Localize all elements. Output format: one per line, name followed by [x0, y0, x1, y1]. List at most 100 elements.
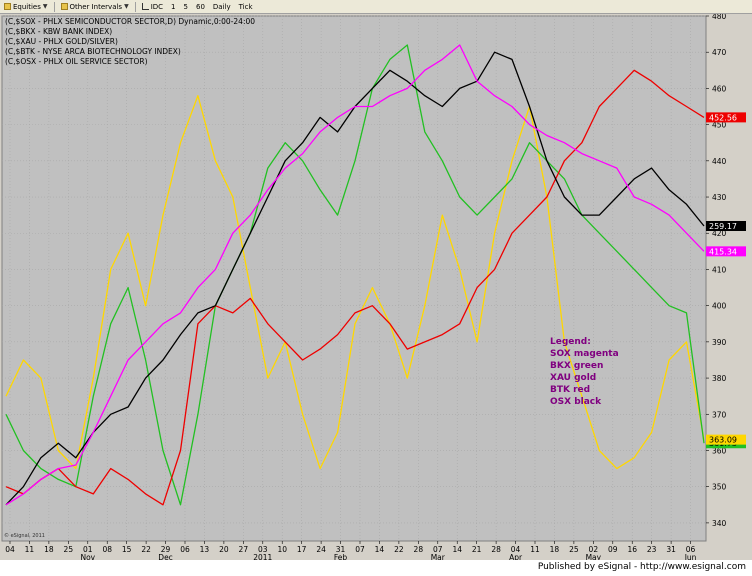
x-tick-label: 27: [239, 545, 249, 554]
x-tick-label: 17: [297, 545, 307, 554]
x-tick-label: 06: [180, 545, 190, 554]
legend-item-xau: XAU gold: [550, 373, 596, 383]
y-tick-label: 430: [712, 193, 727, 202]
x-tick-label: 31: [336, 545, 346, 554]
chart-header: (C,$SOX - PHLX SEMICONDUCTOR SECTOR,D) D…: [5, 17, 255, 66]
y-tick-label: 450: [712, 121, 727, 130]
x-month-label: Jun: [684, 553, 697, 560]
x-month-label: Dec: [158, 553, 173, 560]
x-tick-label: 25: [64, 545, 74, 554]
x-tick-label: 09: [608, 545, 618, 554]
toolbar-equities[interactable]: Equities ▼: [2, 1, 50, 13]
last-value-label-sox: 415.34: [709, 247, 737, 256]
x-tick-label: 29: [161, 545, 171, 554]
x-tick-label: 14: [375, 545, 385, 554]
plot-area[interactable]: [1, 15, 707, 542]
chart-icon: [141, 3, 149, 10]
x-tick-label: 24: [316, 545, 326, 554]
x-tick-label: 23: [647, 545, 657, 554]
x-month-label: Apr: [509, 553, 523, 560]
last-value-badge-sox: [706, 246, 746, 257]
x-month-label: 2011: [253, 553, 272, 560]
legend-item-osx: OSX black: [550, 397, 602, 407]
legend: Legend: SOX magenta BKX green XAU gold B…: [550, 337, 619, 407]
toolbar: Equities ▼ Other Intervals ▼ IDC 1 5 60 Da…: [0, 0, 752, 14]
x-axis: 04 11 18 25 01 08 15 22 29 06 13 20 27 03 10 17 24 31 07 14…: [5, 541, 697, 560]
x-tick-label: 21: [472, 545, 482, 554]
x-tick-label: 22: [141, 545, 151, 554]
legend-title: Legend:: [550, 337, 591, 347]
last-value-label-osx: 259.17: [709, 222, 737, 231]
last-value-label-btk: 452.56: [709, 113, 737, 122]
legend-item-sox: SOX magenta: [550, 349, 619, 359]
x-tick-label: 06: [686, 545, 696, 554]
toolbar-interval-tick[interactable]: Tick: [238, 2, 253, 11]
x-tick-label: 20: [219, 545, 229, 554]
toolbar-idc[interactable]: IDC: [140, 1, 165, 13]
footer: Published by eSignal - http://www.esigna…: [0, 560, 752, 576]
y-tick-label: 420: [712, 229, 727, 238]
x-tick-label: 10: [277, 545, 287, 554]
x-tick-label: 02: [589, 545, 599, 554]
toolbar-divider: [53, 1, 55, 12]
y-axis: 340 350 360 370 380 390 400 410 420 430 440 450 460 4…: [706, 14, 746, 528]
x-tick-label: 22: [394, 545, 404, 554]
y-tick-label: 470: [712, 48, 727, 57]
x-tick-label: 07: [355, 545, 365, 554]
x-tick-label: 28: [491, 545, 501, 554]
x-month-label: May: [586, 553, 602, 560]
y-tick-label: 350: [712, 483, 727, 492]
y-tick-label: 400: [712, 302, 727, 311]
series-line-sox: [5, 44, 705, 506]
header-line-sox: (C,$SOX - PHLX SEMICONDUCTOR SECTOR,D) D…: [5, 17, 255, 26]
x-tick-label: 14: [452, 545, 462, 554]
footer-text: Published by eSignal - http://www.esigna…: [537, 562, 746, 572]
y-tick-label: 480: [712, 14, 727, 21]
y-tick-label: 340: [712, 519, 727, 528]
toolbar-interval-1[interactable]: 1: [171, 2, 176, 11]
series-line-bkx: [5, 44, 705, 506]
last-value-badge-btk: [706, 112, 746, 123]
x-month-label: Mar: [431, 553, 446, 560]
x-tick-label: 08: [102, 545, 112, 554]
y-tick-label: 390: [712, 338, 727, 347]
header-line-osx: (C,$OSX - PHLX OIL SERVICE SECTOR): [5, 57, 148, 66]
toolbar-interval-5[interactable]: 5: [183, 2, 188, 11]
header-line-xau: (C,$XAU - PHLX GOLD/SILVER): [5, 37, 118, 46]
chart[interactable]: 340 350 360 370 380 390 400 410 420 430 440 450 460 4…: [0, 14, 752, 560]
legend-item-bkx: BKX green: [550, 361, 603, 371]
grid-lines: [2, 15, 706, 541]
toolbar-interval-60[interactable]: 60: [195, 2, 205, 11]
x-tick-label: 28: [414, 545, 424, 554]
x-month-label: Feb: [334, 553, 348, 560]
x-tick-label: 04: [5, 545, 15, 554]
x-tick-label: 25: [569, 545, 579, 554]
y-tick-label: 460: [712, 84, 727, 93]
toolbar-other-intervals[interactable]: Other Intervals ▼: [59, 1, 131, 13]
last-value-badge-osx: [706, 221, 746, 231]
x-tick-label: 07: [433, 545, 443, 554]
x-tick-label: 01: [83, 545, 93, 554]
y-tick-label: 440: [712, 157, 727, 166]
x-tick-label: 31: [666, 545, 676, 554]
x-tick-label: 15: [122, 545, 132, 554]
header-line-btk: (C,$BTK - NYSE ARCA BIOTECHNOLOGY INDEX): [5, 47, 181, 56]
y-tick-label: 380: [712, 374, 727, 383]
y-tick-label: 410: [712, 265, 727, 274]
last-value-badge-xau: [706, 434, 746, 445]
x-tick-label: 13: [200, 545, 210, 554]
last-value-label-xau: 363.09: [709, 436, 737, 445]
folder-icon: [60, 3, 68, 10]
toolbar-interval-daily[interactable]: Daily: [212, 2, 231, 11]
x-tick-label: 11: [530, 545, 540, 554]
x-tick-label: 18: [44, 545, 54, 554]
toolbar-divider: [134, 1, 136, 12]
x-tick-label: 03: [258, 545, 268, 554]
series-line-xau: [5, 95, 705, 470]
x-month-label: Nov: [80, 553, 95, 560]
y-tick-label: 360: [712, 446, 727, 455]
header-line-bkx: (C,$BKX - KBW BANK INDEX): [5, 27, 112, 36]
x-tick-label: 04: [511, 545, 521, 554]
x-tick-label: 18: [550, 545, 560, 554]
x-tick-label: 11: [25, 545, 35, 554]
